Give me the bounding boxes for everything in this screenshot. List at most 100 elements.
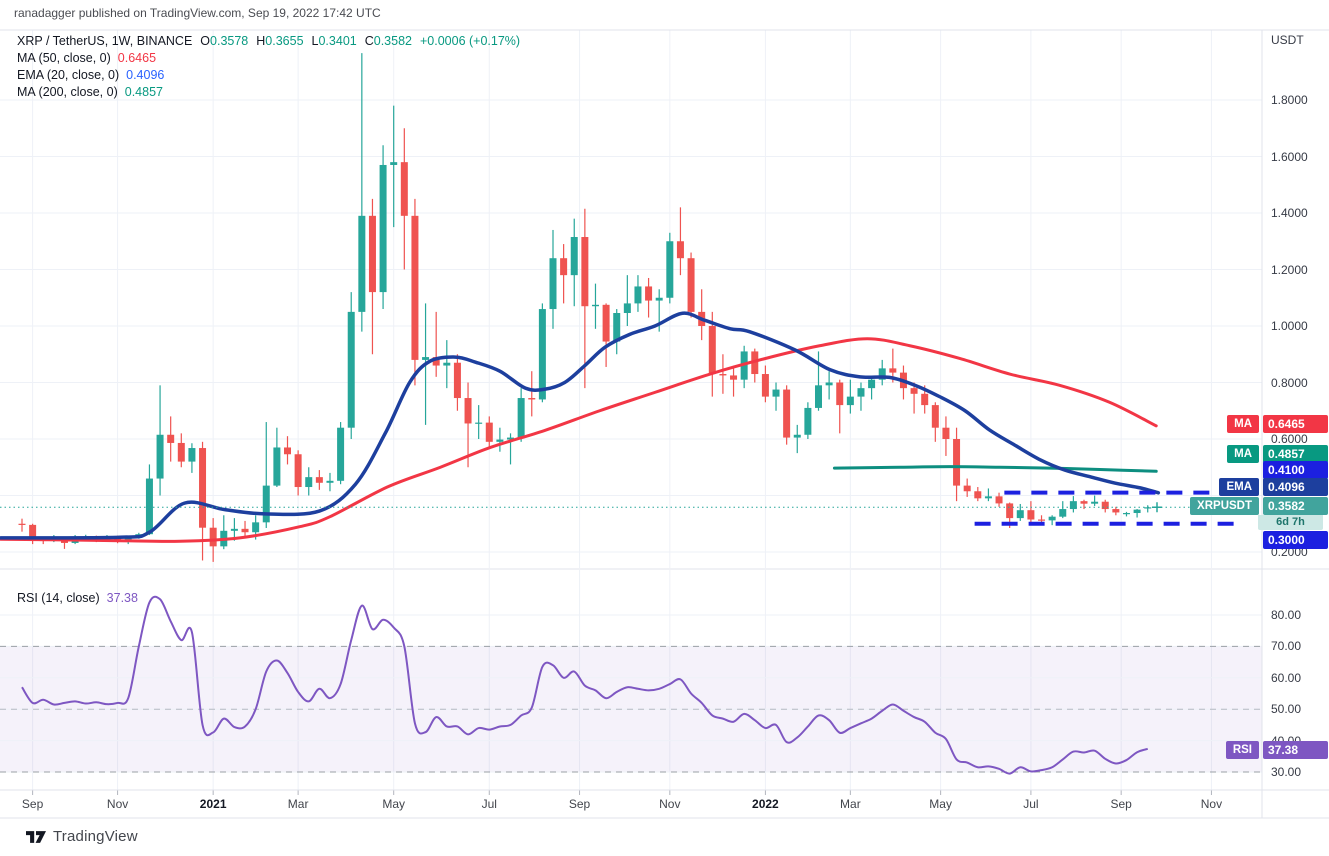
candle-body bbox=[209, 527, 217, 547]
ma50-line[interactable] bbox=[0, 337, 1158, 543]
candle-body bbox=[825, 382, 833, 386]
candle-body bbox=[124, 537, 132, 541]
candle-body bbox=[570, 237, 578, 276]
ma200-price-label: 0.4857 bbox=[1263, 445, 1328, 463]
rsi-price-label: 37.38 bbox=[1263, 741, 1328, 759]
ma200-line[interactable] bbox=[832, 465, 1158, 473]
rsi-line[interactable] bbox=[21, 595, 1149, 775]
indicator-value: 0.4096 bbox=[126, 68, 165, 82]
rsi-legend-value: 37.38 bbox=[106, 591, 138, 605]
candle-body bbox=[326, 480, 334, 483]
candle-body bbox=[1069, 501, 1077, 510]
candle-body bbox=[953, 439, 961, 486]
indicator-legend-row-ma50[interactable]: MA (50, close, 0) 0.6465 bbox=[17, 50, 520, 67]
rsi-legend[interactable]: RSI (14, close) 37.38 bbox=[17, 591, 138, 605]
price-tick-label: 1.0000 bbox=[1271, 319, 1308, 333]
candle-body bbox=[995, 496, 1003, 504]
candle-body bbox=[846, 396, 854, 406]
candle-body bbox=[464, 398, 472, 424]
ema20-line[interactable] bbox=[0, 311, 1161, 540]
time-tick-label: Nov bbox=[106, 797, 129, 811]
candle-body bbox=[974, 491, 982, 499]
tradingview-logo-icon bbox=[26, 830, 46, 843]
candle-body bbox=[528, 398, 536, 400]
candle-body bbox=[358, 215, 366, 312]
candle-body bbox=[485, 422, 493, 442]
candle-body bbox=[549, 258, 557, 310]
candle-body bbox=[793, 434, 801, 438]
indicator-label: MA (200, close, 0) bbox=[17, 85, 118, 99]
candle-body bbox=[836, 382, 844, 406]
rsi-tick-label: 70.00 bbox=[1271, 639, 1302, 654]
candle-body bbox=[591, 304, 599, 307]
price-tick-label: 1.8000 bbox=[1271, 93, 1308, 107]
time-tick-label: Mar bbox=[840, 797, 861, 811]
chart-legend[interactable]: XRP / TetherUS, 1W, BINANCE O0.3578 H0.365… bbox=[17, 33, 520, 101]
candle-body bbox=[188, 448, 196, 462]
candle-body bbox=[772, 389, 780, 397]
candle-body bbox=[347, 311, 355, 428]
level-030-price-label: 0.3000 bbox=[1263, 531, 1328, 549]
ohlc-letter: C bbox=[364, 34, 374, 48]
candle-body bbox=[889, 368, 897, 373]
candle-body bbox=[857, 388, 865, 397]
change-value: +0.0006 (+0.17%) bbox=[419, 34, 521, 48]
candle-body bbox=[241, 528, 249, 533]
candle-body bbox=[942, 427, 950, 439]
candle-body bbox=[411, 215, 419, 360]
candle-body bbox=[273, 447, 281, 486]
candle-body bbox=[230, 528, 238, 531]
time-tick-label: Sep bbox=[21, 797, 44, 811]
price-tick-label: 0.6000 bbox=[1271, 432, 1308, 446]
candle-body bbox=[1006, 503, 1014, 519]
candle-body bbox=[294, 454, 302, 488]
candle-body bbox=[984, 496, 992, 499]
candle-body bbox=[199, 448, 207, 528]
candle-body bbox=[708, 326, 716, 375]
candle-body bbox=[262, 485, 270, 523]
time-tick-label: Jul bbox=[481, 797, 497, 811]
symbol-price-label: 0.3582 6d 7h bbox=[1258, 497, 1328, 530]
candle-body bbox=[1016, 510, 1024, 519]
rsi-tick-label: 50.00 bbox=[1271, 702, 1302, 717]
ohlc-letter: L bbox=[311, 34, 319, 48]
candle-body bbox=[18, 523, 26, 525]
ema20-price-label: 0.4096 bbox=[1263, 478, 1328, 496]
rsi-tick-label: 60.00 bbox=[1271, 670, 1302, 685]
indicator-legend-row-ma200[interactable]: MA (200, close, 0) 0.4857 bbox=[17, 84, 520, 101]
time-tick-label: Nov bbox=[659, 797, 681, 811]
candle-body bbox=[581, 237, 589, 307]
candle-body bbox=[432, 357, 440, 366]
symbol-legend-row: XRP / TetherUS, 1W, BINANCE O0.3578 H0.365… bbox=[17, 33, 520, 50]
candle-body bbox=[676, 241, 684, 259]
candle-body bbox=[1144, 507, 1152, 509]
indicator-legend-row-ema20[interactable]: EMA (20, close, 0) 0.4096 bbox=[17, 67, 520, 84]
candle-body bbox=[496, 439, 504, 442]
candle-body bbox=[305, 477, 313, 488]
candle-body bbox=[878, 368, 886, 380]
candle-body bbox=[517, 398, 525, 438]
candle-body bbox=[145, 478, 153, 535]
tradingview-logo: TradingView bbox=[26, 828, 138, 845]
price-tick-label: 1.6000 bbox=[1271, 149, 1308, 164]
price-tick-label: 0.8000 bbox=[1271, 375, 1308, 390]
level-041-price-label: 0.4100 bbox=[1263, 461, 1328, 479]
candle-body bbox=[284, 447, 291, 455]
candle-body bbox=[1101, 501, 1109, 510]
time-tick-label: Mar bbox=[287, 797, 309, 811]
ma50-price-label-tag: MA bbox=[1227, 415, 1259, 433]
candle-body bbox=[443, 362, 451, 366]
candle-body bbox=[422, 357, 430, 360]
indicator-value: 0.6465 bbox=[117, 51, 157, 65]
candle-body bbox=[1048, 516, 1056, 521]
candles bbox=[18, 53, 1152, 562]
candle-body bbox=[507, 437, 515, 440]
rsi-legend-label: RSI (14, close) bbox=[17, 591, 100, 605]
candle-body bbox=[804, 407, 812, 435]
candle-body bbox=[560, 258, 568, 276]
ma50-price-label: 0.6465 bbox=[1263, 415, 1328, 433]
current-price-marker bbox=[1152, 502, 1162, 513]
symbol-price-label-tag: XRPUSDT bbox=[1190, 497, 1259, 515]
candle-body bbox=[315, 477, 323, 483]
